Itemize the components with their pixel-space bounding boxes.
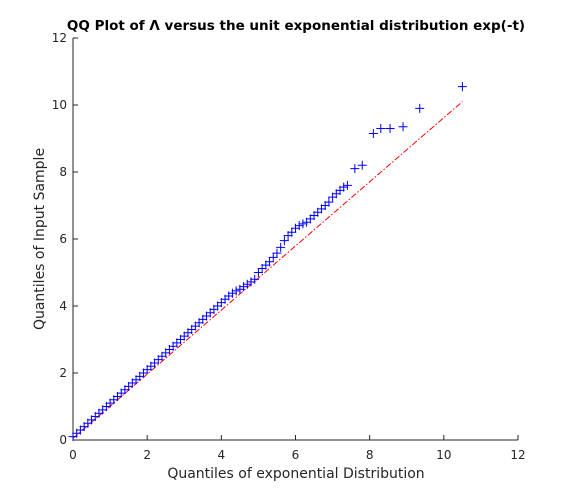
x-tick-label: 10 (436, 448, 451, 462)
x-tick-label: 4 (218, 448, 226, 462)
data-point (342, 180, 352, 190)
reference-line (72, 101, 463, 439)
data-point (279, 236, 289, 246)
chart-title: QQ Plot of Λ versus the unit exponential… (67, 18, 525, 34)
data-point (376, 123, 386, 133)
data-point (324, 197, 334, 207)
y-tick-label: 0 (59, 433, 67, 447)
data-point (368, 128, 378, 138)
data-point (272, 248, 282, 258)
data-point (457, 82, 467, 92)
y-tick-label: 2 (59, 366, 67, 380)
data-point (242, 279, 252, 289)
y-tick-label: 8 (59, 165, 67, 179)
data-point (231, 286, 241, 296)
data-point (276, 242, 286, 252)
data-point (227, 288, 237, 298)
data-point (250, 274, 260, 284)
data-point (287, 227, 297, 237)
x-tick-label: 6 (292, 448, 300, 462)
data-point (339, 182, 349, 192)
data-point (357, 160, 367, 170)
x-tick-label: 8 (366, 448, 374, 462)
x-tick-label: 0 (69, 448, 77, 462)
data-point (350, 164, 360, 174)
y-tick-label: 10 (52, 98, 67, 112)
y-tick-label: 12 (52, 31, 67, 45)
x-tick-label: 12 (510, 448, 525, 462)
x-tick-label: 2 (143, 448, 151, 462)
data-point (415, 103, 425, 113)
data-point (239, 282, 249, 292)
data-point (265, 257, 275, 267)
y-tick-label: 6 (59, 232, 67, 246)
data-point (268, 252, 278, 262)
data-point (385, 123, 395, 133)
data-point (294, 221, 304, 231)
data-point (253, 268, 263, 277)
data-point (298, 219, 308, 229)
y-tick-label: 4 (59, 299, 67, 313)
data-point (398, 122, 408, 132)
x-axis-label: Quantiles of exponential Distribution (167, 466, 424, 482)
y-axis-label: Quantiles of Input Sample (32, 148, 48, 330)
